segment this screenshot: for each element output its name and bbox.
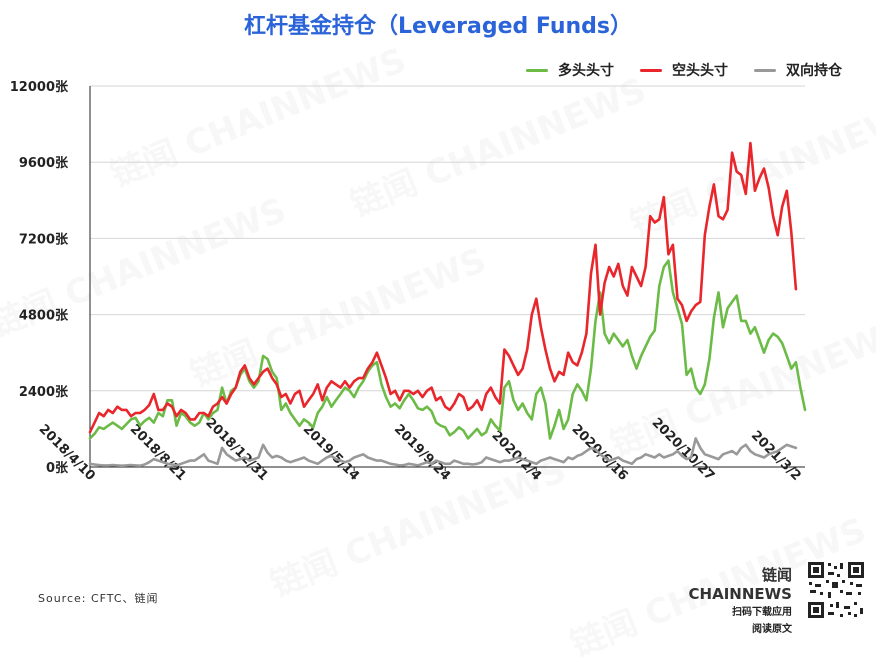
series-line-1 <box>88 141 798 434</box>
brand-block: 链闻 CHAINNEWS 扫码下载应用 阅读原文 <box>666 564 792 637</box>
x-tick-label: 2019/5/14 <box>300 422 362 484</box>
chart-legend: 多头头寸 空头头寸 双向持仓 <box>526 60 842 80</box>
x-tick-label: 2020/10/27 <box>649 415 717 483</box>
series-line-0 <box>88 259 807 440</box>
y-tick-label: 2400张 <box>19 385 69 400</box>
chart-title: 杠杆基金持仓（Leveraged Funds） <box>243 14 633 39</box>
y-tick-label: 7200张 <box>19 232 69 247</box>
y-tick-label: 0张 <box>46 461 69 476</box>
x-tick-label: 2018/8/21 <box>127 422 189 484</box>
legend-item-spread: 双向持仓 <box>754 60 842 80</box>
brand-name: 链闻 CHAINNEWS <box>688 566 792 603</box>
x-tick-label: 2020/2/4 <box>488 428 544 484</box>
legend-swatch-spread <box>754 68 776 72</box>
legend-swatch-long <box>526 68 548 72</box>
legend-item-short: 空头头寸 <box>640 60 728 80</box>
qr-code-icon[interactable] <box>806 560 866 620</box>
series-line-2 <box>88 437 798 468</box>
legend-label-spread: 双向持仓 <box>786 63 842 79</box>
legend-item-long: 多头头寸 <box>526 60 614 80</box>
y-tick-label: 12000张 <box>10 80 69 95</box>
y-tick-label: 4800张 <box>19 309 69 324</box>
brand-line1: 扫码下载应用 <box>732 607 792 618</box>
brand-line2: 阅读原文 <box>752 624 792 635</box>
x-tick-label: 2019/9/24 <box>391 422 453 484</box>
legend-label-short: 空头头寸 <box>672 63 728 79</box>
source-note: Source: CFTC、链闻 <box>38 592 159 605</box>
legend-swatch-short <box>640 68 662 72</box>
legend-label-long: 多头头寸 <box>558 63 614 79</box>
y-tick-label: 9600张 <box>19 156 69 171</box>
